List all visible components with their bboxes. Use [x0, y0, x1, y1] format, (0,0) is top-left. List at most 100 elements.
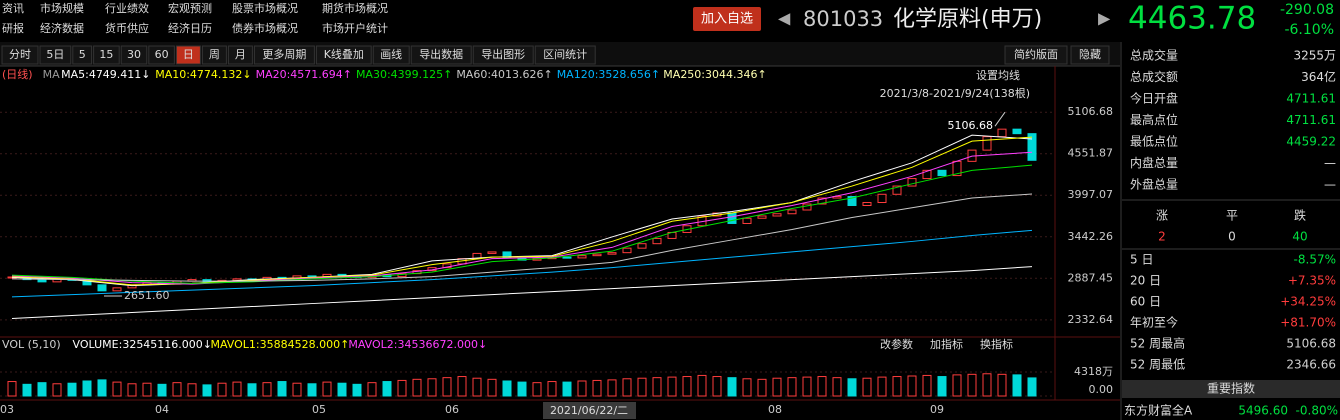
- menu-item[interactable]: 经济日历: [168, 21, 212, 35]
- volume-bar: [307, 383, 317, 397]
- volume-legend: MAVOL2:34536672.000↓: [348, 338, 487, 351]
- legend-prefix: MA: [43, 68, 60, 81]
- candle: [637, 243, 647, 249]
- toolbar-button[interactable]: 简约版面: [1014, 47, 1058, 61]
- toolbar-button-bg[interactable]: [227, 45, 253, 65]
- menu-item[interactable]: 货币供应: [105, 21, 149, 35]
- toolbar-button[interactable]: 导出数据: [419, 47, 463, 61]
- toolbar-button[interactable]: 更多周期: [262, 47, 306, 61]
- perf-value: 2346.66: [1286, 358, 1336, 372]
- toolbar-button[interactable]: 导出图形: [481, 47, 525, 61]
- volume-bar: [457, 376, 467, 397]
- x-tick-label: 06: [445, 403, 459, 416]
- toolbar-button-bg[interactable]: [1004, 45, 1068, 65]
- toolbar-button[interactable]: K线叠加: [324, 47, 364, 61]
- volume-bar: [877, 376, 887, 397]
- menu-item[interactable]: 债券市场概况: [232, 21, 298, 35]
- volume-bar: [202, 384, 212, 397]
- settings-button[interactable]: 设置均线: [976, 68, 1020, 82]
- toolbar-button-bg[interactable]: [534, 45, 596, 65]
- toolbar-button-bg[interactable]: [472, 45, 534, 65]
- menu-item[interactable]: 市场开户统计: [322, 21, 388, 35]
- toolbar-button-bg[interactable]: [39, 45, 72, 65]
- toolbar-button[interactable]: 5: [79, 48, 86, 61]
- menu-item[interactable]: 市场规模: [40, 1, 84, 15]
- toolbar-button[interactable]: 画线: [380, 47, 402, 61]
- add-button[interactable]: 加入自选: [701, 12, 753, 27]
- volume-legend: MAVOL1:35884528.000↑: [210, 338, 349, 351]
- toolbar-button-bg[interactable]: [410, 45, 472, 65]
- volume-bar: [142, 382, 152, 397]
- toolbar-button[interactable]: 周: [209, 48, 220, 61]
- candle: [592, 253, 602, 257]
- toolbar-button-bg[interactable]: [201, 45, 227, 65]
- ma-legend: MA20:4571.694↑: [256, 68, 352, 81]
- volume-bar: [382, 381, 392, 397]
- toolbar-button-bg[interactable]: [120, 45, 148, 65]
- volume-bar: [7, 381, 17, 397]
- toolbar-button[interactable]: 5日: [46, 48, 64, 61]
- toolbar-button-bg[interactable]: [72, 45, 93, 65]
- toolbar-button[interactable]: 60: [155, 48, 169, 61]
- volume-bar: [667, 376, 677, 397]
- volume-bar: [412, 378, 422, 397]
- prev-arrow[interactable]: ◀: [778, 9, 791, 28]
- volume-bar: [502, 380, 512, 397]
- menu-item[interactable]: 研报: [2, 21, 24, 35]
- menu-item[interactable]: 股票市场概况: [232, 1, 298, 15]
- toolbar-button[interactable]: 15: [99, 48, 113, 61]
- toolbar-button-bg[interactable]: [148, 45, 175, 65]
- toolbar-button[interactable]: 月: [235, 48, 246, 61]
- volume-button[interactable]: 换指标: [980, 337, 1013, 351]
- toolbar-button-bg[interactable]: [315, 45, 372, 65]
- cursor-label-bg: [543, 402, 636, 419]
- volume-bar: [607, 379, 617, 397]
- menu-item[interactable]: 资讯: [2, 2, 24, 15]
- toolbar-button-bg[interactable]: [372, 45, 410, 65]
- volume-bar: [727, 377, 737, 397]
- volume-button[interactable]: 改参数: [880, 337, 913, 351]
- volume-bar: [652, 377, 662, 397]
- quote-value: 4711.61: [1286, 113, 1336, 127]
- menu-item[interactable]: 经济数据: [40, 21, 84, 35]
- toolbar-button[interactable]: 30: [127, 48, 141, 61]
- toolbar-button-bg[interactable]: [1070, 45, 1110, 65]
- quote-label: 外盘总量: [1130, 177, 1178, 192]
- quote-label: 总成交额: [1130, 69, 1178, 84]
- toolbar-button[interactable]: 隐藏: [1079, 48, 1101, 61]
- volume-bar: [247, 383, 257, 397]
- volume-bar: [67, 382, 77, 397]
- volume-bar: [772, 377, 782, 397]
- ma-line: [11, 151, 1033, 285]
- volume-bar: [622, 378, 632, 397]
- volume-bar: [832, 377, 842, 397]
- toolbar-button[interactable]: 分时: [9, 48, 31, 61]
- next-arrow[interactable]: ▶: [1098, 9, 1111, 28]
- toolbar-button-bg[interactable]: [253, 45, 315, 65]
- candle: [997, 128, 1007, 138]
- ma-line: [11, 193, 1033, 282]
- toolbar-button-bg[interactable]: [175, 45, 201, 65]
- volume-bar: [847, 378, 857, 397]
- menu-item[interactable]: 行业绩效: [105, 1, 149, 15]
- y-tick-label: 3442.26: [1068, 230, 1114, 243]
- volume-bar: [922, 374, 932, 397]
- add-button-bg[interactable]: [693, 7, 761, 31]
- candle: [877, 193, 887, 204]
- menu-item[interactable]: 期货市场概况: [322, 1, 388, 15]
- candle: [652, 237, 662, 245]
- toolbar-button-bg[interactable]: [1, 45, 39, 65]
- range-label: 2021/3/8-2021/9/24(138根): [880, 86, 1030, 100]
- toolbar-button[interactable]: 日: [183, 48, 194, 61]
- volume-bar: [277, 381, 287, 397]
- volume-bar: [157, 383, 167, 397]
- candle: [37, 279, 47, 283]
- toolbar-button[interactable]: 区间统计: [543, 48, 587, 61]
- candle: [907, 178, 917, 187]
- volume-button[interactable]: 加指标: [930, 337, 963, 351]
- y-tick-label: 0.00: [1089, 383, 1114, 396]
- toolbar-button-bg[interactable]: [93, 45, 120, 65]
- volume-bar: [862, 377, 872, 397]
- volume-bar: [577, 380, 587, 397]
- menu-item[interactable]: 宏观预测: [168, 1, 212, 15]
